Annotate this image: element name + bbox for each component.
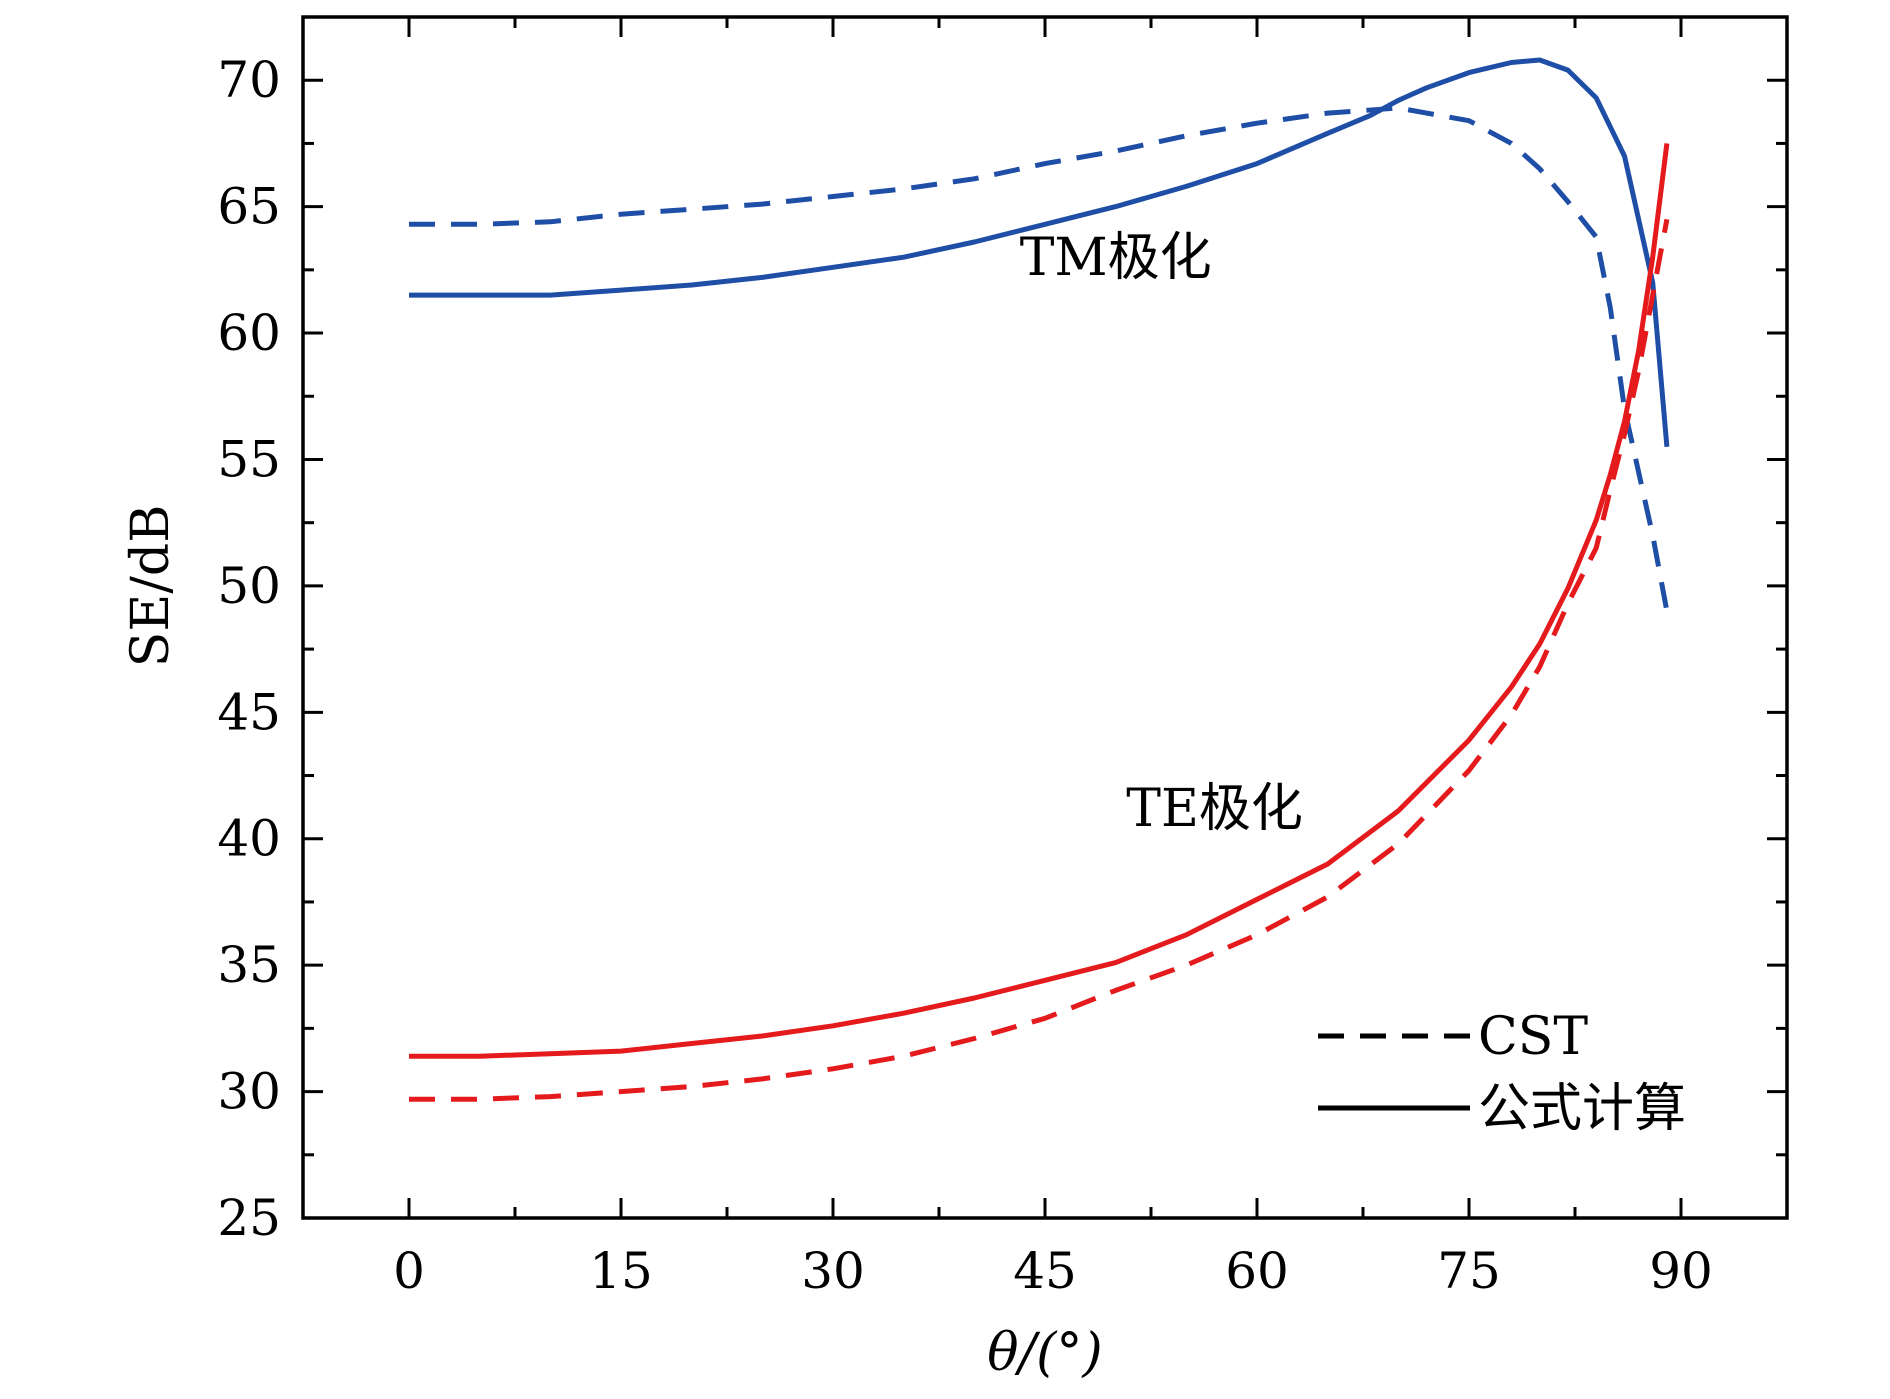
x-tick-label: 60 (1225, 1242, 1289, 1300)
y-axis-label: SE/dB (121, 505, 181, 668)
series-line-tm-solid (409, 57, 1670, 448)
y-tick-label: 60 (217, 304, 281, 362)
legend-label: 公式计算 (1478, 1079, 1686, 1139)
legend-label: CST (1478, 1007, 1588, 1067)
series-layer (409, 57, 1670, 1102)
y-tick-label: 70 (217, 51, 281, 109)
annotation-label: TM极化 (1020, 228, 1212, 288)
y-tick-label: 30 (217, 1063, 281, 1121)
y-tick-label: 65 (217, 178, 281, 236)
annotation-label: TE极化 (1126, 779, 1303, 839)
series-line-te-dashed (409, 218, 1670, 1102)
x-tick-label: 30 (801, 1242, 865, 1300)
series-line-tm-dashed (409, 105, 1670, 612)
text-layer: 0 15 30 45 60 75 90 25 30 35 40 45 50 55 60 65 70 θ/(°) SE… (121, 51, 1713, 1383)
axes-layer (301, 15, 1789, 1220)
y-tick-label: 35 (217, 936, 281, 994)
legend: CST 公式计算 (1318, 1007, 1686, 1139)
y-tick-label: 55 (217, 430, 281, 488)
series-line-te-solid (409, 143, 1670, 1059)
y-tick-label: 25 (217, 1189, 281, 1247)
x-tick-label: 75 (1437, 1242, 1501, 1300)
y-tick-label: 40 (217, 810, 281, 868)
x-tick-label: 45 (1013, 1242, 1077, 1300)
y-tick-label: 45 (217, 683, 281, 741)
y-tick-label: 50 (217, 557, 281, 615)
x-tick-label: 0 (393, 1242, 425, 1300)
x-tick-label: 90 (1649, 1242, 1713, 1300)
x-tick-label: 15 (589, 1242, 653, 1300)
x-axis-label: θ/(°) (987, 1323, 1102, 1383)
